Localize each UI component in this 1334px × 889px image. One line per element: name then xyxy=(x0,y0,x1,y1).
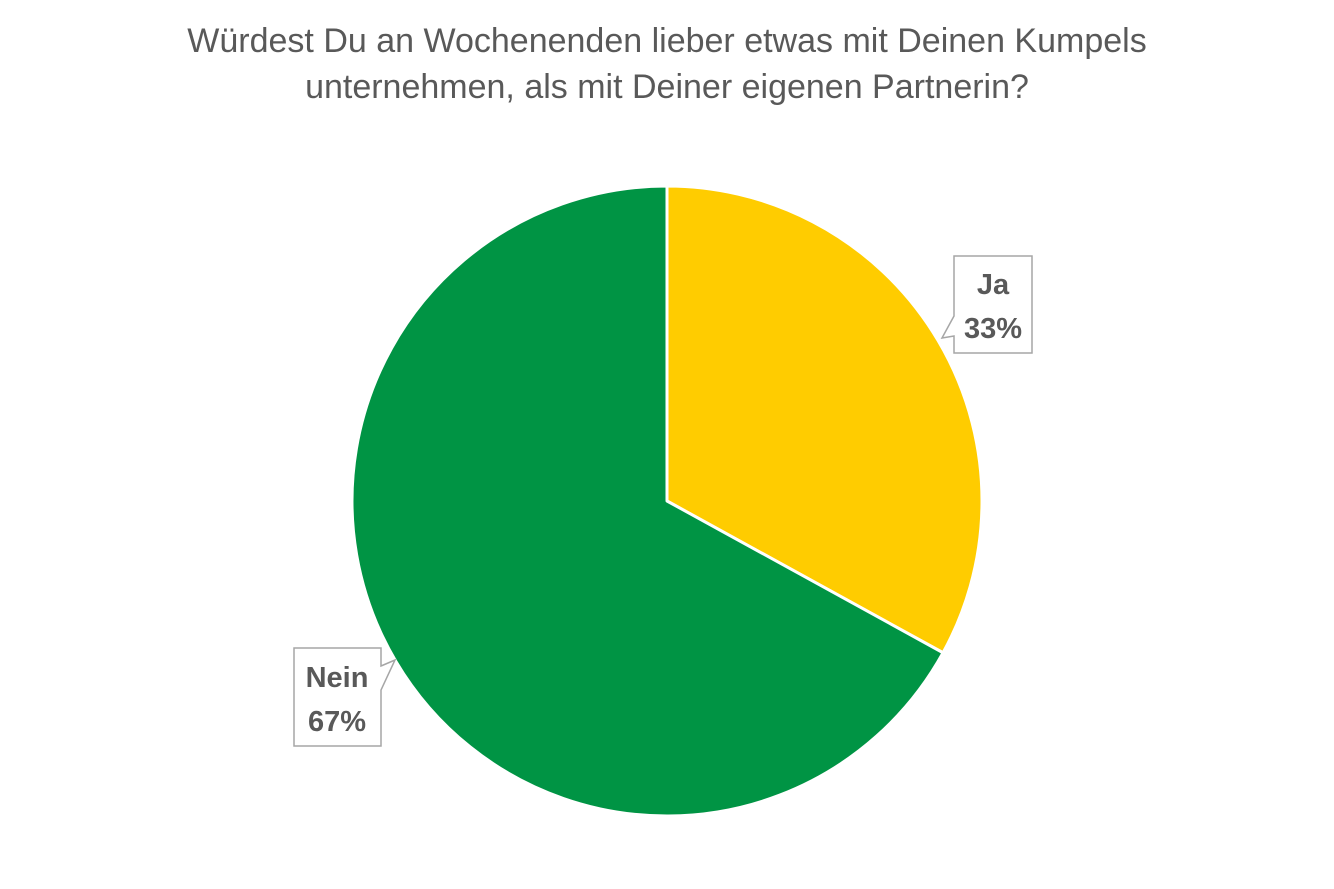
data-label-nein: Nein 67% xyxy=(293,647,397,747)
chart-title-line-1: Würdest Du an Wochenenden lieber etwas m… xyxy=(187,22,1147,60)
data-label-nein-callout xyxy=(293,647,397,747)
data-label-ja-category: Ja xyxy=(977,269,1010,301)
data-label-ja: Ja 33% xyxy=(940,255,1033,354)
data-label-nein-category: Nein xyxy=(306,662,369,694)
data-label-ja-callout xyxy=(940,255,1033,354)
chart-title: Würdest Du an Wochenenden lieber etwas m… xyxy=(0,18,1334,110)
pie-slice-ja xyxy=(665,184,984,655)
data-label-ja-value: 33% xyxy=(964,313,1022,345)
chart-title-line-2: unternehmen, als mit Deiner eigenen Part… xyxy=(305,68,1029,106)
pie-slice-nein xyxy=(350,184,945,818)
pie-slices xyxy=(350,184,984,818)
data-label-nein-value: 67% xyxy=(308,706,366,738)
